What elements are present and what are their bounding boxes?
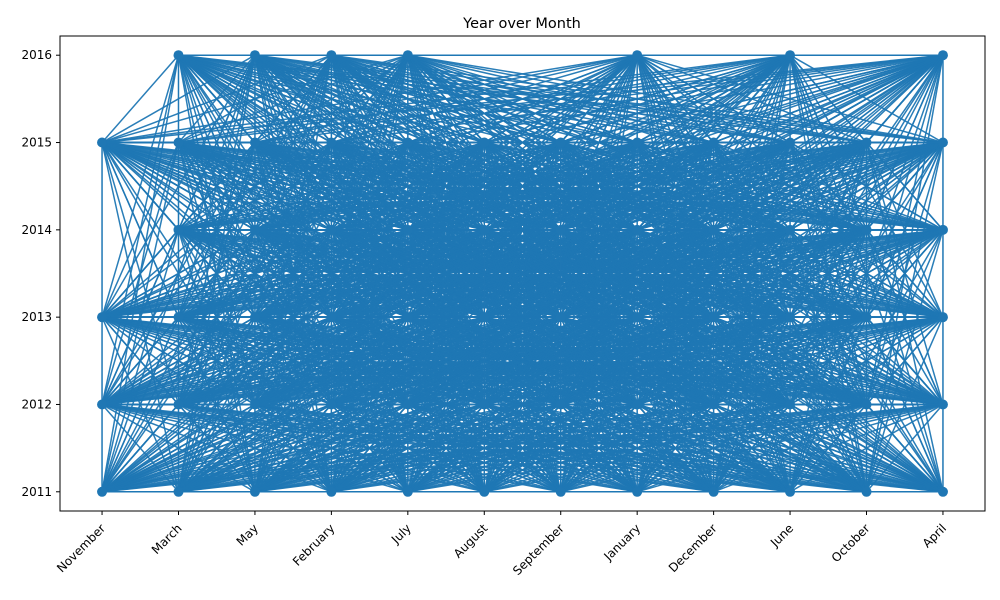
data-point [402,224,413,235]
data-point [97,312,108,323]
y-tick-label: 2011 [21,485,52,499]
y-tick-label: 2016 [21,48,52,62]
y-tick-label: 2012 [21,397,52,411]
y-tick-label: 2015 [21,136,52,150]
data-point [708,137,719,148]
data-point [937,137,948,148]
data-point [708,399,719,410]
data-point [555,399,566,410]
data-point [173,137,184,148]
data-point [249,399,260,410]
data-point [97,486,108,497]
data-point [937,224,948,235]
series-line-segment [483,54,638,144]
plot-area-frame [59,35,986,512]
data-point [937,486,948,497]
data-point [402,399,413,410]
chart-title: Year over Month [462,16,581,32]
data-point [173,399,184,410]
data-point [632,50,643,61]
data-point [97,137,108,148]
series-line-segment [560,54,638,144]
data-point [632,399,643,410]
data-point [555,224,566,235]
data-point [479,312,490,323]
data-point [632,486,643,497]
data-point [249,137,260,148]
data-point [479,399,490,410]
series-line-segment [865,229,944,493]
data-point [708,312,719,323]
data-point [326,137,337,148]
data-point [249,50,260,61]
data-point [326,486,337,497]
data-point [785,399,796,410]
data-point [402,486,413,497]
data-point [861,224,872,235]
data-point [937,50,948,61]
data-point [173,312,184,323]
data-point [479,224,490,235]
data-point [173,486,184,497]
series-line-segment [865,142,944,318]
data-point [326,399,337,410]
data-point [937,399,948,410]
series-line-segment [865,142,944,492]
data-point [479,486,490,497]
data-point [861,486,872,497]
data-point [326,50,337,61]
series-line-segment [865,54,944,144]
data-point [249,224,260,235]
data-point [249,312,260,323]
data-point [632,224,643,235]
data-point [555,137,566,148]
data-point [555,312,566,323]
data-point [861,399,872,410]
data-point [326,224,337,235]
data-point [402,137,413,148]
series-line-segment [865,142,944,231]
data-point [173,224,184,235]
data-point [555,486,566,497]
series-layer [101,54,944,493]
data-point [785,50,796,61]
data-point [632,137,643,148]
data-point [937,312,948,323]
data-point [785,312,796,323]
data-point [402,312,413,323]
data-point [785,224,796,235]
data-point [173,50,184,61]
data-point [402,50,413,61]
data-point [97,399,108,410]
data-point [861,137,872,148]
data-point [861,312,872,323]
series-line-segment [789,54,944,144]
series-line-segment [101,54,180,144]
marker-layer [97,50,948,497]
data-point [326,312,337,323]
series-line-segment [865,403,944,493]
data-point [785,137,796,148]
data-point [708,224,719,235]
data-point [632,312,643,323]
data-point [708,486,719,497]
series-line-segment [865,316,944,493]
data-point [479,137,490,148]
y-tick-label: 2014 [21,223,52,237]
y-axis: 2011 2012 2013 2014 2015 2016 [21,48,60,499]
y-tick-label: 2013 [21,310,52,324]
data-point [249,486,260,497]
data-point [785,486,796,497]
series-line-segment [865,142,944,405]
series-line-segment [713,54,791,144]
